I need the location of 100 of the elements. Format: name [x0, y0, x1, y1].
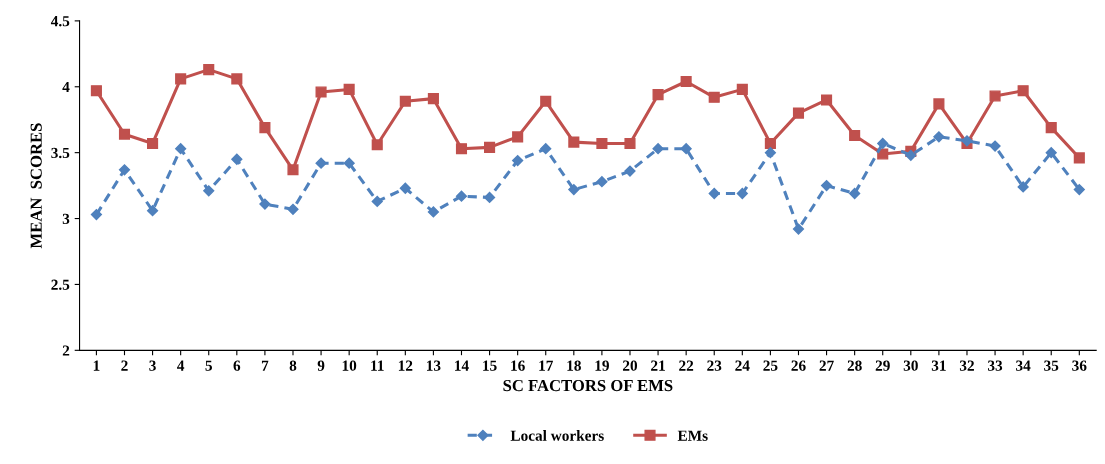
point [231, 153, 243, 165]
point [849, 187, 861, 200]
x-tick-label: 9 [317, 360, 325, 371]
x-tick-label: 18 [567, 360, 581, 371]
x-tick-label: 35 [1044, 360, 1059, 371]
point [1073, 152, 1085, 164]
point [792, 107, 805, 119]
point [90, 208, 103, 221]
point [512, 131, 524, 143]
point [596, 137, 608, 149]
point [877, 137, 889, 150]
x-tick-label: 33 [988, 360, 1003, 371]
point [624, 137, 636, 149]
point [540, 95, 552, 107]
point [905, 149, 917, 161]
point [203, 64, 215, 76]
y-tick-label: 3.5 [51, 147, 70, 159]
x-axis-title: SC FACTORS OF EMS [503, 379, 673, 392]
point [1017, 85, 1029, 97]
x-tick-label: 16 [511, 360, 525, 371]
point [568, 183, 580, 196]
legend-label: Local workers [510, 430, 604, 441]
point [849, 129, 861, 142]
point [146, 205, 159, 217]
point [596, 176, 608, 188]
x-tick-label: 29 [875, 360, 890, 371]
point [512, 154, 524, 167]
point [680, 143, 692, 155]
x-tick-label: 31 [931, 360, 946, 371]
legend-label: EMs [677, 430, 708, 441]
y-axis-title: MEAN SCORES [30, 123, 42, 249]
point [231, 73, 243, 85]
x-tick-label: 1 [93, 360, 100, 371]
point [203, 185, 215, 197]
point [399, 95, 411, 107]
point [1073, 183, 1085, 196]
x-tick-label: 34 [1016, 360, 1031, 371]
point [455, 190, 468, 202]
x-tick-label: 24 [735, 360, 750, 371]
point [483, 191, 496, 204]
point [1045, 147, 1057, 159]
point [624, 165, 636, 177]
point [652, 143, 664, 155]
x-tick-label: 14 [455, 360, 469, 371]
point [90, 85, 102, 97]
point [708, 91, 720, 103]
x-tick-label: 36 [1072, 360, 1087, 371]
y-tick-label: 4 [62, 82, 70, 93]
x-tick-label: 32 [959, 360, 974, 371]
point [989, 90, 1001, 102]
point [1017, 181, 1029, 193]
x-tick-label: 19 [595, 360, 609, 371]
x-tick-label: 5 [205, 360, 212, 371]
point [259, 198, 271, 210]
x-tick-label: 30 [903, 360, 918, 371]
point [484, 141, 496, 153]
point [736, 83, 748, 95]
point [708, 187, 720, 200]
point [427, 206, 440, 218]
point [568, 136, 580, 148]
point [315, 86, 327, 98]
point [259, 122, 271, 134]
point [764, 147, 777, 159]
point [315, 157, 327, 169]
point [371, 195, 383, 208]
x-tick-label: 21 [651, 360, 665, 371]
point [820, 179, 833, 192]
point [1045, 122, 1057, 134]
x-tick-label: 3 [149, 360, 156, 371]
point [147, 137, 159, 149]
x-tick-label: 8 [289, 360, 297, 371]
x-tick-label: 26 [791, 360, 806, 371]
point [821, 94, 833, 106]
point [792, 223, 805, 235]
x-tick-label: 6 [233, 360, 241, 371]
x-tick-label: 10 [342, 360, 357, 371]
point [736, 187, 748, 200]
x-tick-label: 15 [483, 360, 497, 371]
point [652, 89, 664, 101]
x-tick-label: 23 [707, 360, 722, 371]
point [399, 182, 411, 194]
point [933, 131, 945, 143]
x-tick-label: 11 [371, 360, 384, 371]
x-tick-label: 27 [819, 360, 834, 371]
x-tick-label: 12 [398, 360, 413, 371]
y-tick-label: 4.5 [50, 16, 70, 27]
x-tick-label: 4 [177, 360, 185, 371]
point [877, 148, 889, 160]
point [933, 98, 945, 110]
point [118, 164, 131, 176]
y-tick-label: 2.5 [51, 279, 70, 290]
point [118, 128, 131, 140]
y-tick-label: 2 [62, 345, 70, 356]
point [175, 143, 187, 155]
point [540, 143, 552, 155]
point [175, 73, 187, 85]
x-tick-label: 22 [679, 360, 694, 371]
x-tick-label: 25 [763, 360, 778, 371]
point [343, 157, 355, 169]
point [371, 139, 383, 151]
